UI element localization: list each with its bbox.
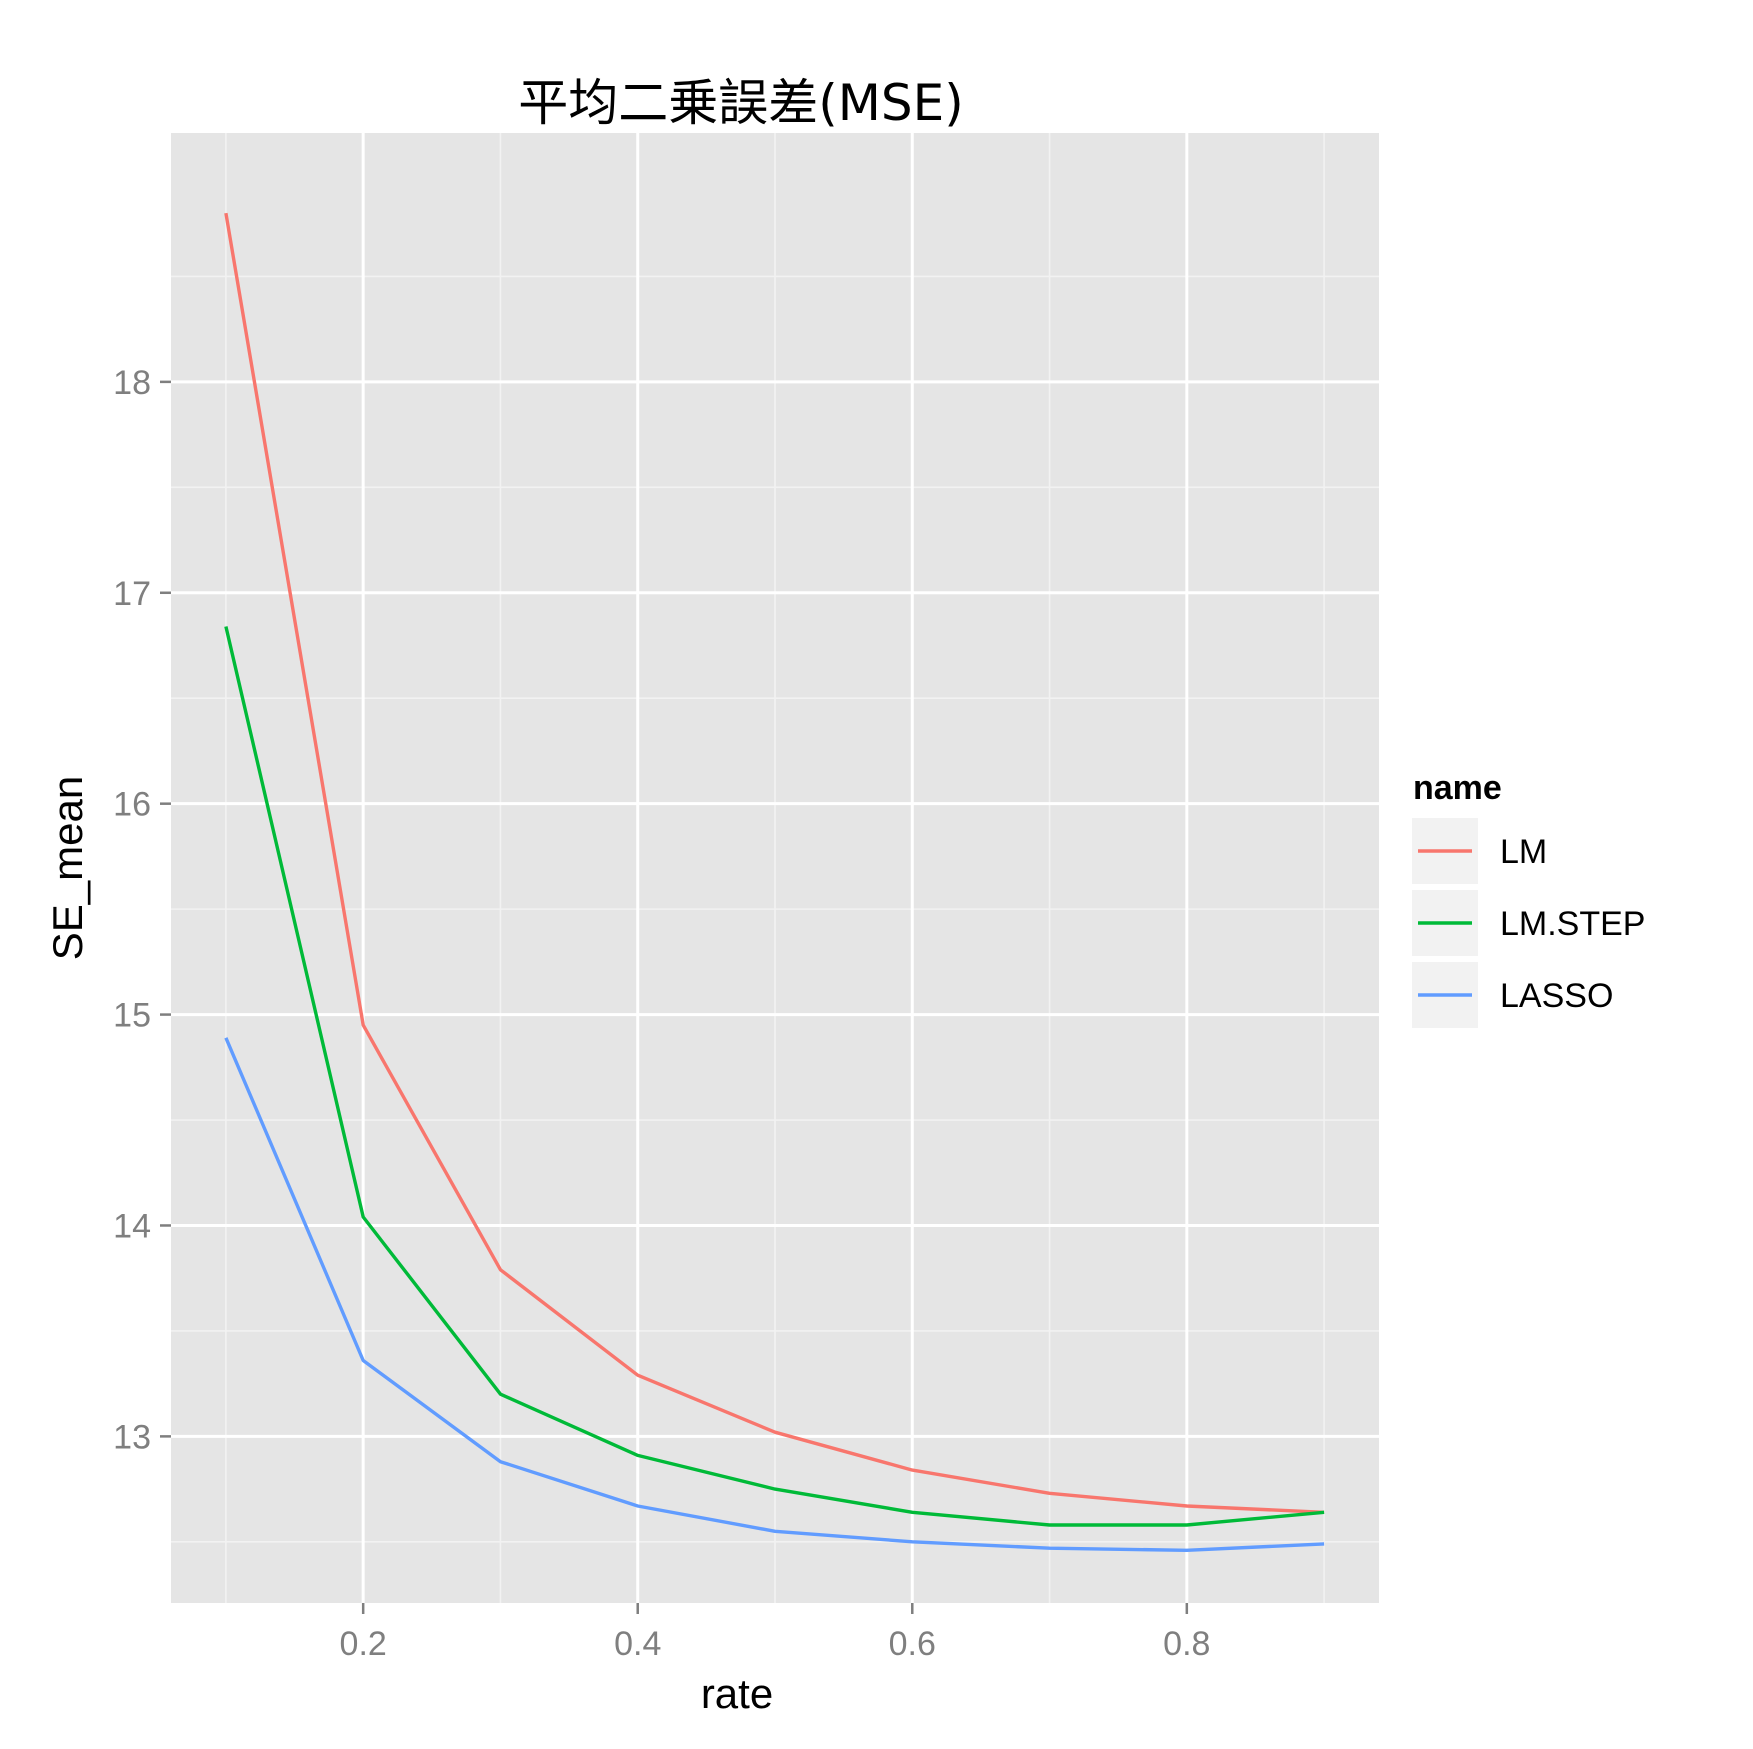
y-tick-label: 13 bbox=[113, 1418, 151, 1456]
x-axis-title: rate bbox=[701, 1670, 773, 1717]
y-axis-title: SE_mean bbox=[44, 776, 91, 960]
x-axis: 0.2 0.4 0.6 0.8 bbox=[340, 1603, 1210, 1663]
legend-label-lasso: LASSO bbox=[1500, 977, 1613, 1015]
legend-label-lm-step: LM.STEP bbox=[1500, 905, 1645, 943]
chart-title: 平均二乗誤差(MSE) bbox=[518, 74, 963, 132]
series-line-lm bbox=[224, 212, 1325, 1514]
major-gridlines bbox=[171, 133, 1379, 1603]
legend-title: name bbox=[1413, 769, 1502, 807]
x-tick-label: 0.2 bbox=[340, 1625, 387, 1663]
x-tick-label: 0.8 bbox=[1163, 1625, 1210, 1663]
y-tick-label: 15 bbox=[113, 997, 151, 1035]
y-tick-label: 18 bbox=[113, 364, 151, 402]
legend: name LM LM.STEP LASSO bbox=[1412, 769, 1645, 1028]
y-tick-label: 16 bbox=[113, 786, 151, 824]
y-tick-label: 14 bbox=[113, 1207, 151, 1245]
y-axis: 13 14 15 16 17 18 bbox=[113, 364, 171, 1456]
series-lines bbox=[224, 212, 1325, 1553]
y-tick-label: 17 bbox=[113, 575, 151, 613]
legend-label-lm: LM bbox=[1500, 833, 1547, 871]
series-line-lm-step bbox=[224, 626, 1325, 1527]
x-tick-label: 0.6 bbox=[889, 1625, 936, 1663]
x-tick-label: 0.4 bbox=[614, 1625, 661, 1663]
series-line-lasso bbox=[224, 1037, 1325, 1553]
minor-gridlines bbox=[171, 133, 1379, 1603]
